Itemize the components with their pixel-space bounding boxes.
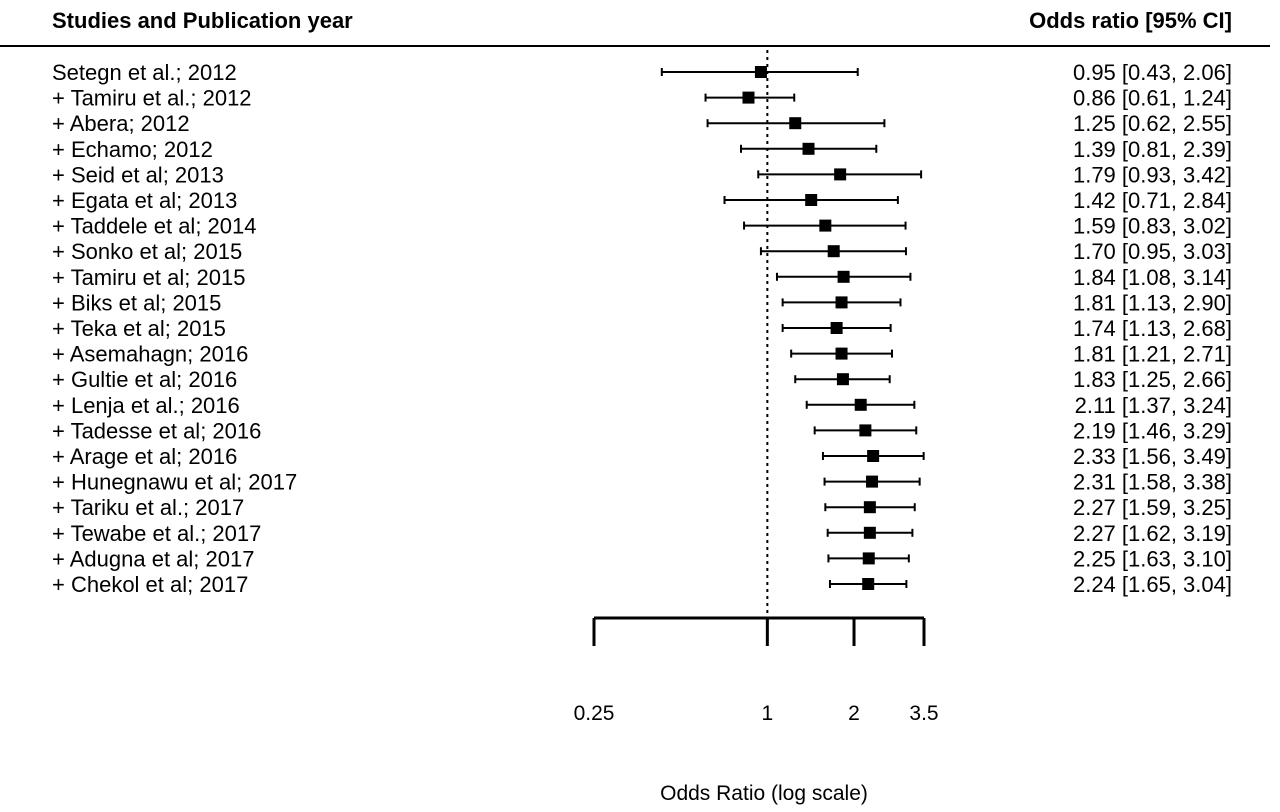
point-estimate — [862, 552, 875, 565]
header-studies: Studies and Publication year — [52, 8, 353, 33]
point-estimate — [835, 296, 848, 309]
study-label: + Arage et al; 2016 — [52, 444, 237, 469]
study-row: Setegn et al.; 2012 0.95 [0.43, 2.06] — [52, 60, 1232, 85]
study-row: + Adugna et al; 2017 2.25 [1.63, 3.10] — [52, 546, 1232, 571]
study-rows: Setegn et al.; 2012 0.95 [0.43, 2.06]+ Ta… — [52, 60, 1232, 597]
estimate-text: 2.31 [1.58, 3.38] — [1073, 470, 1232, 495]
estimate-text: 2.11 [1.37, 3.24] — [1075, 393, 1232, 418]
study-row: + Arage et al; 2016 2.33 [1.56, 3.49] — [52, 444, 1232, 469]
study-row: + Tamiru et al; 2015 1.84 [1.08, 3.14] — [52, 265, 1232, 290]
estimate-text: 1.39 [0.81, 2.39] — [1073, 137, 1232, 162]
study-label: + Adugna et al; 2017 — [52, 546, 254, 571]
point-estimate — [805, 194, 818, 206]
study-row: + Abera; 2012 1.25 [0.62, 2.55] — [52, 111, 1232, 136]
study-label: Setegn et al.; 2012 — [52, 60, 237, 85]
study-label: + Chekol et al; 2017 — [52, 572, 248, 597]
estimate-text: 2.24 [1.65, 3.04] — [1073, 572, 1232, 597]
estimate-text: 1.59 [0.83, 3.02] — [1073, 214, 1232, 239]
point-estimate — [819, 219, 832, 232]
study-row: + Hunegnawu et al; 2017 2.31 [1.58, 3.38] — [52, 470, 1232, 495]
study-row: + Teka et al; 2015 1.74 [1.13, 2.68] — [52, 316, 1232, 341]
estimate-text: 2.27 [1.59, 3.25] — [1073, 495, 1232, 520]
study-row: + Tariku et al.; 2017 2.27 [1.59, 3.25] — [52, 495, 1232, 520]
x-tick-label: 0.25 — [574, 702, 615, 725]
point-estimate — [835, 347, 848, 360]
point-estimate — [830, 322, 843, 334]
study-label: + Lenja et al.; 2016 — [52, 393, 240, 418]
study-row: + Egata et al; 2013 1.42 [0.71, 2.84] — [52, 188, 1232, 213]
study-row: + Taddele et al; 2014 1.59 [0.83, 3.02] — [52, 214, 1232, 239]
study-label: + Hunegnawu et al; 2017 — [52, 470, 297, 495]
point-estimate — [867, 450, 880, 462]
study-row: + Gultie et al; 2016 1.83 [1.25, 2.66] — [52, 367, 1232, 392]
x-tick-label: 3.5 — [909, 702, 938, 725]
point-estimate — [866, 475, 879, 488]
study-label: + Tamiru et al; 2015 — [52, 265, 245, 290]
estimate-text: 1.81 [1.21, 2.71] — [1073, 342, 1232, 367]
x-axis: 0.25 1 2 3.5 — [574, 616, 939, 725]
study-label: + Tamiru et al.; 2012 — [52, 86, 252, 111]
point-estimate — [834, 168, 847, 181]
point-estimate — [863, 501, 876, 514]
point-estimate — [862, 578, 875, 590]
study-label: + Asemahagn; 2016 — [52, 342, 248, 367]
point-estimate — [863, 526, 876, 539]
study-row: + Chekol et al; 2017 2.24 [1.65, 3.04] — [52, 572, 1232, 597]
study-row: + Seid et al; 2013 1.79 [0.93, 3.42] — [52, 162, 1232, 187]
study-row: + Lenja et al.; 2016 2.11 [1.37, 3.24] — [52, 393, 1232, 418]
point-estimate — [789, 117, 802, 130]
estimate-text: 1.84 [1.08, 3.14] — [1073, 265, 1232, 290]
estimate-text: 0.95 [0.43, 2.06] — [1073, 60, 1232, 85]
study-label: + Gultie et al; 2016 — [52, 367, 237, 392]
study-label: + Egata et al; 2013 — [52, 188, 237, 213]
study-label: + Echamo; 2012 — [52, 137, 213, 162]
point-estimate — [742, 91, 755, 104]
point-estimate — [837, 270, 850, 283]
study-label: + Teka et al; 2015 — [52, 316, 226, 341]
point-estimate — [854, 398, 867, 411]
study-row: + Echamo; 2012 1.39 [0.81, 2.39] — [52, 137, 1232, 162]
study-row: + Asemahagn; 2016 1.81 [1.21, 2.71] — [52, 342, 1232, 367]
point-estimate — [859, 424, 872, 437]
estimate-text: 1.70 [0.95, 3.03] — [1073, 239, 1232, 264]
study-label: + Abera; 2012 — [52, 111, 190, 136]
estimate-text: 1.25 [0.62, 2.55] — [1073, 111, 1232, 136]
x-axis-title: Odds Ratio (log scale) — [660, 782, 868, 805]
estimate-text: 2.25 [1.63, 3.10] — [1073, 546, 1232, 571]
estimate-text: 1.79 [0.93, 3.42] — [1073, 162, 1232, 187]
point-estimate — [836, 373, 849, 386]
estimate-text: 2.27 [1.62, 3.19] — [1073, 521, 1232, 546]
study-label: + Tariku et al.; 2017 — [52, 495, 244, 520]
x-tick-label: 2 — [848, 702, 860, 725]
estimate-text: 0.86 [0.61, 1.24] — [1073, 86, 1232, 111]
estimate-text: 1.74 [1.13, 2.68] — [1073, 316, 1232, 341]
study-row: + Biks et al; 2015 1.81 [1.13, 2.90] — [52, 290, 1232, 315]
study-row: + Tadesse et al; 2016 2.19 [1.46, 3.29] — [52, 418, 1232, 443]
estimate-text: 2.33 [1.56, 3.49] — [1073, 444, 1232, 469]
study-row: + Sonko et al; 2015 1.70 [0.95, 3.03] — [52, 239, 1232, 264]
estimate-text: 2.19 [1.46, 3.29] — [1073, 418, 1232, 443]
study-label: + Tewabe et al.; 2017 — [52, 521, 261, 546]
point-estimate — [802, 142, 815, 155]
study-row: + Tamiru et al.; 2012 0.86 [0.61, 1.24] — [52, 86, 1232, 111]
estimate-text: 1.81 [1.13, 2.90] — [1073, 290, 1232, 315]
x-tick-label: 1 — [762, 702, 774, 725]
study-label: + Seid et al; 2013 — [52, 162, 224, 187]
estimate-text: 1.42 [0.71, 2.84] — [1073, 188, 1232, 213]
study-label: + Tadesse et al; 2016 — [52, 418, 261, 443]
study-label: + Biks et al; 2015 — [52, 290, 221, 315]
header-odds-ratio: Odds ratio [95% CI] — [1029, 8, 1232, 33]
study-row: + Tewabe et al.; 2017 2.27 [1.62, 3.19] — [52, 521, 1232, 546]
point-estimate — [827, 245, 840, 258]
point-estimate — [754, 66, 767, 78]
study-label: + Taddele et al; 2014 — [52, 214, 257, 239]
estimate-text: 1.83 [1.25, 2.66] — [1073, 367, 1232, 392]
study-label: + Sonko et al; 2015 — [52, 239, 242, 264]
